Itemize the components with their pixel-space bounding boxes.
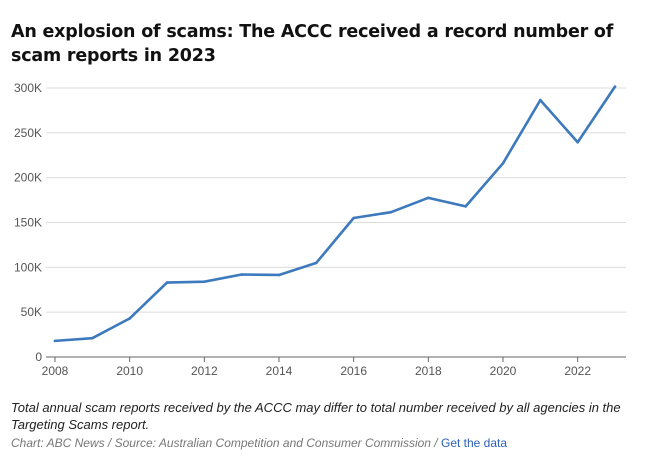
data-point: [128, 317, 131, 320]
get-the-data-link[interactable]: Get the data: [440, 436, 508, 450]
gridlines: [46, 87, 626, 358]
data-point: [501, 162, 505, 165]
data-point: [277, 273, 281, 277]
chart-title: An explosion of scams: The ACCC received…: [11, 22, 614, 66]
data-point: [240, 273, 243, 276]
y-tick-label: 250K: [14, 126, 42, 140]
y-tick-label: 200K: [14, 171, 42, 185]
x-tick-label: 2008: [42, 364, 69, 378]
y-axis: 0 50K 100K 150K 200K 250K 300K: [14, 81, 42, 364]
data-point: [613, 85, 617, 88]
line-chart: 0 50K 100K 150K 200K 250K 300K 2008 2010 2012 201…: [14, 81, 626, 378]
data-point: [203, 280, 206, 283]
y-tick-label: 0: [35, 350, 42, 364]
separator: /: [104, 436, 115, 450]
data-point: [389, 210, 393, 214]
x-tick-label: 2010: [116, 364, 143, 378]
data-point: [53, 339, 57, 343]
series-line: [53, 85, 617, 343]
y-tick-label: 150K: [14, 216, 42, 230]
x-tick-label: 2012: [191, 364, 218, 378]
separator: /: [430, 436, 441, 450]
x-tick-label: 2020: [490, 364, 517, 378]
data-source: Source: Australian Competition and Consu…: [114, 436, 431, 450]
x-tick-label: 2016: [340, 364, 367, 378]
x-axis: 2008 2010 2012 2014 2016 2018 2020 2022: [42, 357, 591, 378]
x-tick-label: 2014: [266, 364, 293, 378]
y-tick-label: 100K: [14, 260, 42, 274]
data-point: [165, 281, 169, 284]
chart-note: Total annual scam reports received by th…: [11, 400, 621, 432]
source-line: Chart: ABC News / Source: Australian Com…: [11, 436, 641, 450]
x-tick-label: 2022: [564, 364, 591, 378]
data-point: [464, 205, 467, 208]
x-tick-label: 2018: [415, 364, 442, 378]
data-point: [576, 140, 579, 144]
data-point: [91, 336, 94, 340]
data-point: [352, 216, 355, 220]
chart-credit: Chart: ABC News: [11, 436, 105, 450]
data-point: [427, 196, 430, 200]
series-group: [53, 85, 617, 343]
y-tick-label: 300K: [14, 81, 42, 95]
data-point: [315, 261, 318, 265]
data-point: [539, 98, 542, 102]
y-tick-label: 50K: [21, 305, 42, 319]
